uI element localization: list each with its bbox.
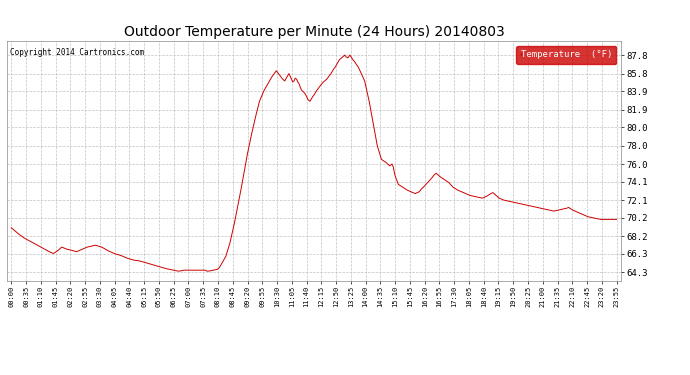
Title: Outdoor Temperature per Minute (24 Hours) 20140803: Outdoor Temperature per Minute (24 Hours… [124, 25, 504, 39]
Text: Copyright 2014 Cartronics.com: Copyright 2014 Cartronics.com [10, 48, 144, 57]
Legend: Temperature  (°F): Temperature (°F) [516, 46, 616, 64]
